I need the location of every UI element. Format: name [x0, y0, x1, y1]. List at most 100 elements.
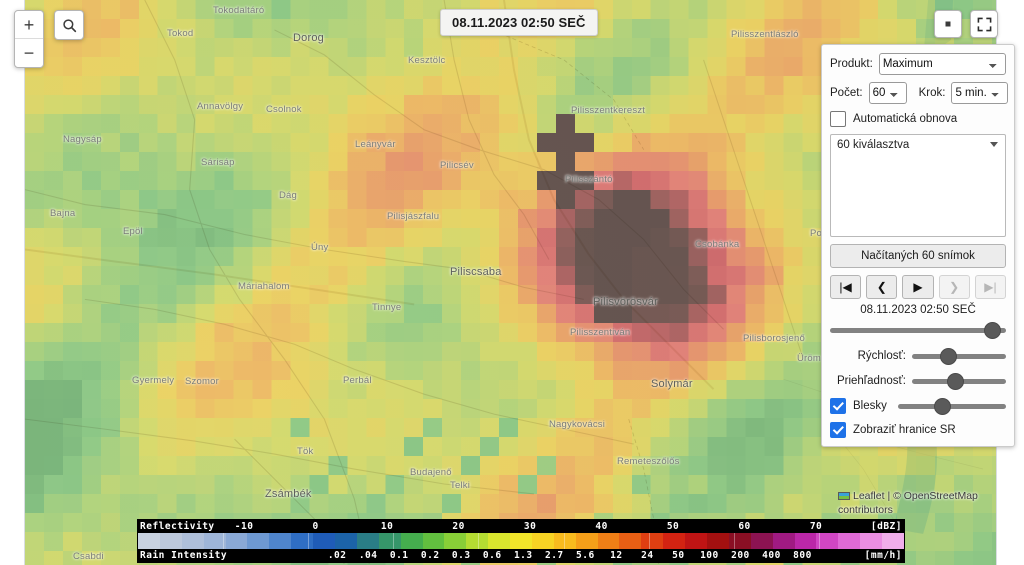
- legend-color-segment: [510, 533, 532, 549]
- speed-knob[interactable]: [939, 347, 957, 365]
- last-frame-icon: ▶|: [984, 280, 997, 294]
- legend-rain-tick: 0.3: [451, 550, 471, 561]
- product-select[interactable]: Maximum: [878, 53, 1006, 75]
- legend-rain-tick: 24: [641, 550, 654, 561]
- legend-color-segment: [750, 533, 773, 549]
- timeline-track: [830, 327, 1006, 333]
- legend-color-segment: [159, 533, 182, 549]
- radar-control-panel[interactable]: Produkt: Maximum Počet: 60 Krok: 5 min. …: [821, 44, 1015, 447]
- autorefresh-checkbox[interactable]: [830, 111, 846, 127]
- legend-reflectivity-tick: 60: [738, 521, 751, 532]
- fullscreen-button[interactable]: [970, 10, 998, 38]
- next-frame-button: ❯: [938, 275, 970, 299]
- legend-color-segment: [138, 533, 160, 549]
- legend-color-segment: [466, 533, 489, 549]
- legend-rain-tick: 400: [762, 550, 781, 561]
- count-select[interactable]: 60: [868, 82, 907, 104]
- play-icon: ▶: [913, 280, 923, 294]
- minimize-icon: [945, 21, 951, 27]
- legend-rain-tick: .02: [327, 550, 347, 561]
- leaflet-flag-icon: [838, 491, 850, 500]
- legend-rain-tick: 50: [672, 550, 685, 561]
- legend-color-segment: [882, 533, 904, 549]
- opacity-knob[interactable]: [947, 372, 965, 390]
- legend-color-segment: [553, 533, 576, 549]
- legend-color-segment: [663, 533, 686, 549]
- legend-color-segment: [619, 533, 642, 549]
- osm-link[interactable]: © OpenStreetMap contributors: [838, 489, 978, 516]
- lightning-checkbox[interactable]: [830, 398, 846, 414]
- timeline-knob[interactable]: [984, 321, 1002, 339]
- count-step-row: Počet: 60 Krok: 5 min.: [830, 82, 1009, 104]
- legend-gridline: [393, 533, 395, 549]
- legend-reflectivity-tick: 70: [809, 521, 823, 532]
- legend-rain-tick: 200: [731, 550, 750, 561]
- lightning-track: [897, 403, 1006, 409]
- legend-color-segment: [181, 533, 204, 549]
- speed-label: Rýchlosť:: [857, 350, 906, 362]
- legend-color-segment: [531, 533, 554, 549]
- leaflet-link[interactable]: Leaflet: [853, 489, 885, 502]
- legend-reflectivity-unit: [dBZ]: [870, 521, 902, 532]
- speed-row: Rýchlosť:: [830, 347, 1006, 365]
- legend-gridline: [223, 533, 225, 549]
- borders-checkbox[interactable]: [830, 422, 846, 438]
- minimize-button[interactable]: [934, 10, 962, 38]
- timeline-slider[interactable]: [830, 321, 1006, 339]
- legend-reflectivity-axis: Reflectivity [dBZ] -10 0 10 20 30 40 50 60 70: [138, 520, 904, 533]
- speed-slider[interactable]: [912, 347, 1006, 365]
- legend-color-segment: [356, 533, 379, 549]
- legend-rain-tick: .04: [358, 550, 378, 561]
- legend-color-segment: [860, 533, 883, 549]
- autorefresh-row[interactable]: Automatická obnova: [830, 111, 1006, 127]
- borders-row[interactable]: Zobraziť hranice SR: [830, 422, 1006, 438]
- play-button[interactable]: ▶: [902, 275, 934, 299]
- zoom-in-button[interactable]: +: [15, 11, 43, 39]
- legend-reflectivity-tick: 50: [666, 521, 680, 532]
- lightning-knob[interactable]: [934, 397, 952, 415]
- legend-color-segment: [772, 533, 795, 549]
- transport-controls: |◀ ❮ ▶ ❯ ▶|: [830, 275, 1007, 299]
- current-frame-time: 08.11.2023 02:50 SEČ: [860, 304, 976, 316]
- legend-color-segment: [378, 533, 401, 549]
- legend-rain-tick: 0.2: [420, 550, 440, 561]
- legend-gridline: [563, 533, 565, 549]
- first-frame-icon: |◀: [839, 280, 852, 294]
- legend-reflectivity-tick: 40: [595, 521, 608, 532]
- legend-rain-tick: 0.6: [482, 550, 502, 561]
- legend-color-segment: [728, 533, 751, 549]
- zoom-out-button[interactable]: −: [15, 39, 43, 67]
- lightning-slider[interactable]: [897, 397, 1006, 415]
- attribution-separator: |: [884, 489, 894, 502]
- borders-label: Zobraziť hranice SR: [853, 424, 956, 436]
- legend-color-segment: [247, 533, 270, 549]
- legend-reflectivity-caption: Reflectivity: [140, 521, 215, 532]
- product-row: Produkt: Maximum: [830, 53, 1006, 75]
- chevron-down-icon: [990, 142, 998, 147]
- legend-color-segment: [575, 533, 598, 549]
- legend-gridline: [308, 533, 310, 549]
- legend-rain-axis: Rain Intensity [mm/h] .02 .04 0.1 0.2 0.3 0.6…: [138, 549, 904, 562]
- first-frame-button[interactable]: |◀: [830, 275, 862, 299]
- zoom-control[interactable]: + −: [14, 10, 44, 68]
- legend-gridline: [648, 533, 650, 549]
- legend-color-segment: [816, 533, 839, 549]
- legend-color-segment: [225, 533, 248, 549]
- search-icon: [62, 18, 76, 32]
- opacity-label: Priehľadnosť:: [836, 375, 906, 387]
- legend-color-segment: [400, 533, 423, 549]
- count-label: Počet:: [830, 87, 863, 99]
- speed-track: [912, 353, 1006, 359]
- legend-reflectivity-tick: -10: [234, 521, 254, 532]
- opacity-slider[interactable]: [912, 372, 1006, 390]
- legend-color-segment: [291, 533, 314, 549]
- previous-frame-button[interactable]: ❮: [866, 275, 898, 299]
- frames-listbox[interactable]: 60 kiválasztva: [830, 134, 1006, 237]
- lightning-row: Blesky: [830, 397, 1006, 415]
- step-select[interactable]: 5 min.: [951, 82, 1009, 104]
- search-button[interactable]: [54, 10, 84, 40]
- attribution: Leaflet | © OpenStreetMap contributors: [838, 489, 998, 517]
- autorefresh-label: Automatická obnova: [853, 113, 958, 125]
- loaded-frames-button[interactable]: Načítaných 60 snímok: [830, 244, 1006, 268]
